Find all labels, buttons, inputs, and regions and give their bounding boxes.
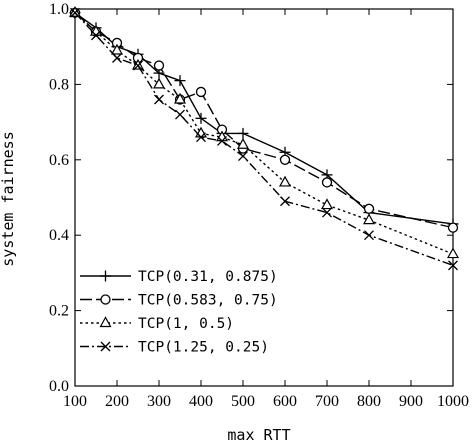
data-point-marker: [112, 53, 122, 63]
data-point-marker: [91, 30, 101, 41]
y-tick-label: 0.2: [49, 303, 69, 320]
series-4: [70, 7, 458, 271]
data-point-marker: [362, 213, 376, 225]
data-point-marker: [447, 222, 459, 233]
x-tick-label: 400: [189, 393, 213, 410]
x-tick-label: 600: [273, 393, 297, 410]
data-point-marker: [237, 127, 249, 139]
axis-ticks: 100 200 300 400 500 600 700 800 900 1000 0.0 0.2 0.4…: [49, 1, 469, 410]
legend-entry: TCP(1.25, 0.25): [80, 340, 269, 356]
data-point-marker: [238, 151, 248, 161]
data-point-marker: [446, 247, 460, 259]
x-tick-label: 200: [105, 393, 129, 410]
x-tick-label: 300: [147, 393, 171, 410]
x-tick-label: 900: [399, 393, 423, 410]
data-point-marker: [133, 60, 143, 71]
data-point-marker: [110, 43, 124, 55]
plot-area-border: [74, 8, 454, 387]
data-point-marker: [195, 86, 207, 98]
series-line: [74, 12, 454, 225]
series-line: [74, 12, 454, 229]
data-point-marker: [175, 109, 185, 120]
legend-label: TCP(1, 0.5): [138, 316, 234, 332]
x-axis-title: max RTT: [227, 426, 290, 444]
legend-label: TCP(1.25, 0.25): [138, 340, 269, 356]
series-group: [68, 6, 460, 271]
y-tick-label: 0.6: [49, 152, 69, 169]
x-tick-label: 1000: [437, 393, 469, 410]
data-point-marker: [174, 75, 186, 87]
x-tick-label: 500: [231, 393, 255, 410]
series-line: [74, 12, 454, 255]
series-line: [74, 12, 454, 267]
data-point-marker: [68, 6, 82, 17]
data-point-marker: [278, 175, 292, 187]
legend-label: TCP(0.583, 0.75): [138, 293, 278, 309]
y-axis-title: system fairness: [0, 131, 17, 266]
legend: TCP(0.31, 0.875) TCP(0.583, 0.75) TCP(1, 0…: [80, 269, 278, 356]
y-tick-label: 0.0: [49, 378, 69, 395]
legend-label: TCP(0.31, 0.875): [138, 269, 278, 285]
legend-entry: TCP(0.31, 0.875): [80, 269, 278, 285]
data-point-marker: [154, 94, 164, 105]
data-point-marker: [70, 7, 80, 18]
legend-marker: [100, 270, 111, 282]
data-point-marker: [195, 112, 207, 124]
data-point-marker: [280, 196, 290, 207]
data-point-marker: [196, 132, 206, 143]
data-point-marker: [363, 203, 375, 214]
y-tick-label: 0.4: [49, 227, 69, 244]
data-point-marker: [279, 154, 291, 165]
data-point-marker: [448, 260, 458, 271]
data-point-marker: [173, 92, 187, 104]
y-tick-label: 1.0: [49, 1, 69, 18]
data-point-marker: [217, 135, 227, 146]
data-point-marker: [320, 198, 334, 210]
data-point-marker: [153, 60, 165, 71]
series-2: [69, 7, 459, 233]
data-point-marker: [322, 207, 332, 218]
y-tick-label: 0.8: [49, 76, 69, 93]
legend-entry: TCP(0.583, 0.75): [80, 293, 278, 309]
x-tick-label: 800: [357, 393, 381, 410]
x-tick-label: 700: [315, 393, 339, 410]
series-3: [68, 6, 460, 259]
data-point-marker: [321, 177, 333, 188]
data-point-marker: [152, 77, 166, 89]
legend-marker: [100, 341, 111, 352]
legend-marker: [99, 316, 112, 328]
series-1: [69, 7, 459, 230]
data-point-marker: [236, 137, 250, 149]
legend-entry: TCP(1, 0.5): [80, 316, 234, 332]
data-point-marker: [364, 230, 374, 241]
legend-marker: [100, 294, 111, 305]
x-tick-label: 100: [63, 393, 87, 410]
plot-frame: [74, 8, 454, 387]
